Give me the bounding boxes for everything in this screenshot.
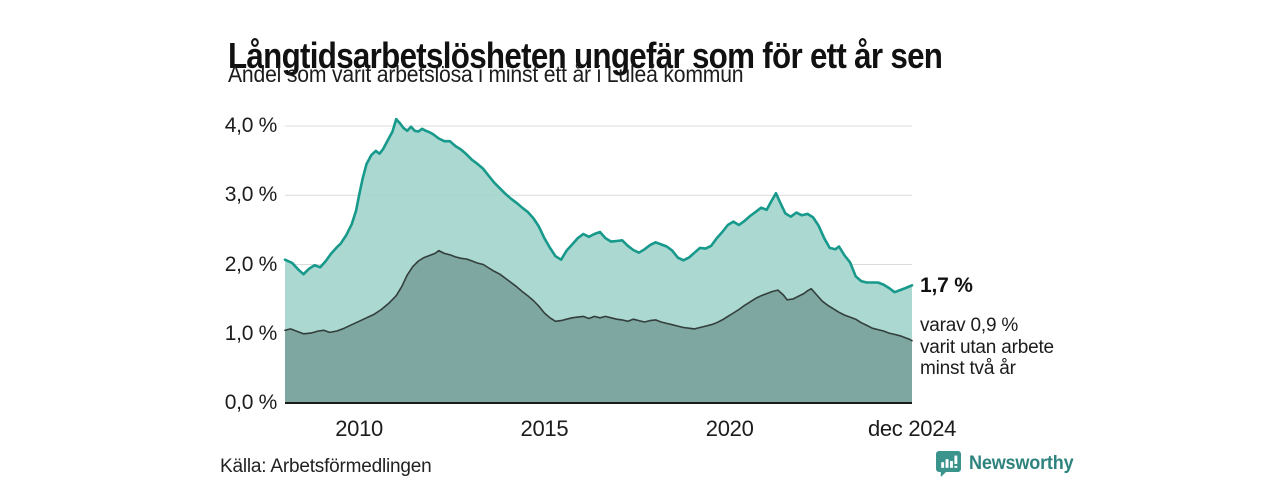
chart-subtitle: Andel som varit arbetslösa i minst ett å… bbox=[228, 61, 744, 87]
x-tick-label: dec 2024 bbox=[867, 416, 957, 441]
y-tick-label: 2,0 % bbox=[224, 252, 278, 276]
series-line bbox=[283, 117, 914, 294]
annotation-detail-text: varav 0,9 % varit utan arbete minst två … bbox=[920, 315, 1054, 379]
newsworthy-wordmark: Newsworthy bbox=[969, 453, 1074, 474]
x-tick-label: 2015 bbox=[520, 416, 569, 441]
x-tick-label: 2010 bbox=[335, 416, 383, 441]
y-tick-label: 1,0 % bbox=[224, 321, 278, 345]
area-fill bbox=[285, 250, 912, 403]
newsworthy-logo: Newsworthy bbox=[935, 450, 1079, 478]
source-credit: Källa: Arbetsförmedlingen bbox=[220, 456, 432, 477]
chart-title: Långtidsarbetslösheten ungefär som för e… bbox=[228, 35, 943, 77]
y-tick-label: 0,0 % bbox=[224, 391, 278, 414]
bar-chart-speech-bubble-icon bbox=[936, 451, 961, 477]
series-line bbox=[284, 249, 913, 342]
x-tick-label: 2020 bbox=[705, 416, 754, 441]
y-tick-label: 3,0 % bbox=[224, 183, 278, 207]
y-tick-label: 4,0 % bbox=[224, 114, 278, 137]
annotation-latest-value: 1,7 % bbox=[920, 274, 973, 297]
